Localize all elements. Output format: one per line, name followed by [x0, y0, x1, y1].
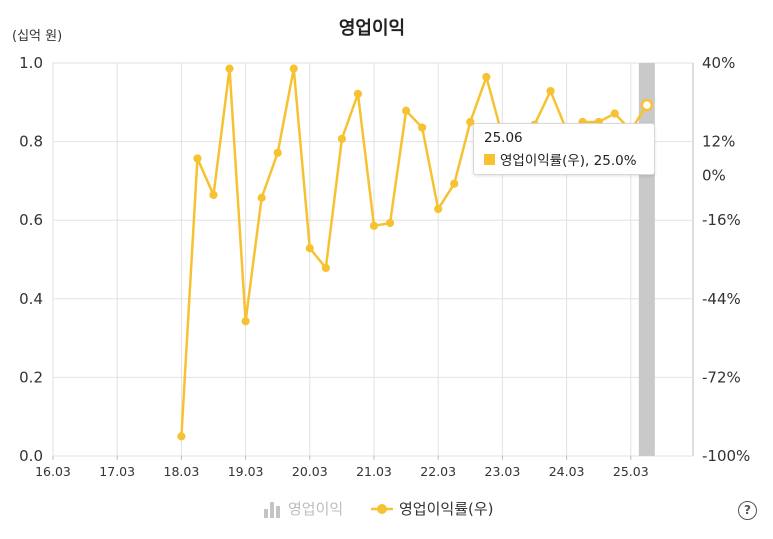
- x-tick-label: 23.03: [485, 464, 521, 479]
- data-point[interactable]: [610, 109, 619, 118]
- help-icon[interactable]: ?: [738, 501, 757, 520]
- data-point[interactable]: [385, 218, 395, 228]
- right-tick-label: -16%: [702, 211, 741, 229]
- right-tick-label: -100%: [702, 447, 750, 465]
- legend-item-operating-profit[interactable]: 영업이익: [264, 500, 343, 518]
- grid: [52, 62, 694, 457]
- data-point[interactable]: [273, 148, 282, 157]
- left-tick-label: 0.8: [19, 133, 43, 151]
- data-point[interactable]: [193, 154, 202, 163]
- x-axis-ticks: 16.03 17.03 18.03 19.03 20.03 21.03 22.03 23.03…: [35, 456, 649, 479]
- right-tick-label: -72%: [702, 368, 741, 386]
- highlight-band: [638, 63, 655, 456]
- x-tick-label: 16.03: [35, 464, 71, 479]
- tooltip-row: 영업이익률(우), 25.0%: [484, 149, 644, 169]
- legend-label-operating-profit: 영업이익: [288, 500, 343, 518]
- legend: 영업이익 영업이익률(우): [264, 500, 494, 518]
- legend-label-operating-margin: 영업이익률(우): [399, 500, 494, 518]
- left-tick-label: 1.0: [19, 54, 43, 72]
- data-point[interactable]: [257, 193, 266, 202]
- left-axis-unit: (십억 원): [12, 29, 62, 44]
- bar-chart-icon-bar: [270, 502, 274, 518]
- x-tick-label: 24.03: [549, 464, 585, 479]
- data-point[interactable]: [418, 123, 427, 132]
- data-point[interactable]: [241, 317, 250, 326]
- data-point[interactable]: [466, 117, 475, 127]
- data-point[interactable]: [369, 221, 379, 230]
- tooltip-swatch: [484, 153, 495, 165]
- data-point[interactable]: [402, 106, 411, 115]
- tooltip-text: 영업이익률(우), 25.0%: [500, 153, 637, 169]
- right-tick-label: 0%: [702, 166, 726, 184]
- data-point[interactable]: [450, 179, 459, 188]
- x-tick-label: 22.03: [420, 464, 456, 479]
- bar-chart-icon: [264, 509, 268, 518]
- data-point[interactable]: [321, 263, 330, 273]
- x-tick-label: 18.03: [164, 464, 200, 479]
- line-marker-icon-dot: [377, 504, 387, 514]
- left-tick-label: 0.6: [19, 211, 43, 229]
- data-point[interactable]: [289, 64, 298, 73]
- left-tick-label: 0.4: [19, 290, 43, 308]
- data-point[interactable]: [305, 244, 314, 253]
- right-tick-label: 12%: [702, 133, 735, 151]
- x-tick-label: 21.03: [356, 464, 392, 479]
- bar-chart-icon-bar: [276, 506, 280, 518]
- highlighted-data-point[interactable]: [640, 98, 654, 112]
- left-tick-label: 0.0: [19, 447, 43, 465]
- tooltip-date: 25.06: [484, 130, 523, 146]
- data-point[interactable]: [177, 432, 186, 441]
- legend-item-operating-margin[interactable]: 영업이익률(우): [371, 500, 494, 518]
- x-tick-label: 25.03: [613, 464, 649, 479]
- left-tick-label: 0.2: [19, 368, 43, 386]
- data-point[interactable]: [225, 64, 234, 73]
- chart-title: 영업이익: [339, 18, 405, 39]
- data-point[interactable]: [434, 204, 443, 214]
- x-tick-label: 19.03: [228, 464, 264, 479]
- data-point[interactable]: [482, 72, 491, 82]
- data-point[interactable]: [209, 190, 218, 200]
- left-axis-ticks: 1.0 0.8 0.6 0.4 0.2 0.0: [19, 54, 43, 465]
- right-tick-label: 40%: [702, 54, 735, 72]
- hover-band: [638, 63, 655, 456]
- x-tick-label: 20.03: [292, 464, 328, 479]
- x-tick-label: 17.03: [99, 464, 135, 479]
- data-point[interactable]: [337, 134, 346, 143]
- right-axis-ticks: 40% 12% 0% -16% -44% -72% -100%: [702, 54, 750, 465]
- data-point[interactable]: [546, 86, 555, 96]
- data-point[interactable]: [353, 89, 363, 98]
- tooltip: 25.06 영업이익률(우), 25.0%: [473, 123, 655, 175]
- right-tick-label: -44%: [702, 290, 741, 308]
